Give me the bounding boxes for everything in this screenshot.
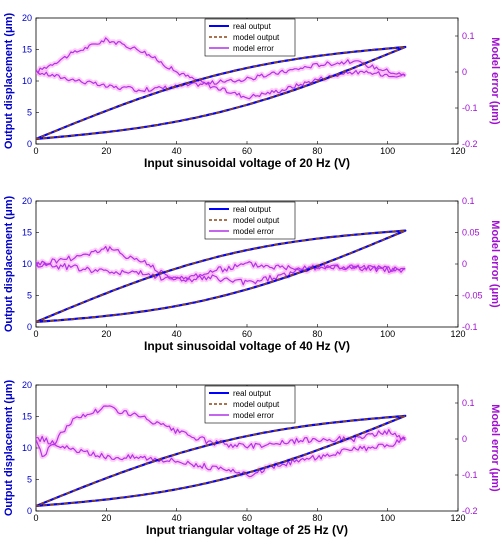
y-tick-label: 10	[22, 76, 32, 86]
x-tick-label: 40	[172, 146, 182, 156]
x-tick-label: 100	[380, 329, 395, 339]
y-right-tick-label: -0.1	[462, 470, 478, 480]
y-tick-label: 0	[27, 506, 32, 516]
y-axis-label: Output displacement (μm)	[3, 13, 15, 150]
y-axis-label: Output displacement (μm)	[3, 380, 15, 517]
y-right-tick-label: 0	[462, 259, 467, 269]
y-tick-label: 20	[22, 380, 32, 390]
series-model-error-upper	[36, 37, 406, 100]
x-tick-label: 20	[101, 513, 111, 523]
y-right-tick-label: -0.2	[462, 139, 478, 149]
y-right-axis-label: Model error (μm)	[489, 220, 501, 308]
y-right-tick-label: 0	[462, 67, 467, 77]
legend-real-output-label: real output	[233, 205, 272, 214]
legend-model-error-label: model error	[233, 227, 274, 236]
plot-content	[36, 229, 407, 324]
y-tick-label: 10	[22, 443, 32, 453]
series-model-error-upper	[36, 405, 406, 458]
x-tick-label: 20	[101, 329, 111, 339]
y-right-tick-label: -0.1	[462, 322, 478, 332]
y-right-tick-label: 0	[462, 434, 467, 444]
y-tick-label: 10	[22, 259, 32, 269]
chart-panel-1: 0 20 40 60 80 100 120 0 5 10 15 20 -0.2 -0.1 0 0.1 Input…	[3, 13, 501, 170]
y-axis-label: Output displacement (μm)	[3, 196, 15, 333]
x-tick-label: 80	[312, 329, 322, 339]
series-model-error-upper	[36, 245, 406, 286]
x-tick-label: 20	[101, 146, 111, 156]
x-tick-label: 60	[242, 329, 252, 339]
y-tick-label: 5	[27, 475, 32, 485]
y-right-tick-label: -0.1	[462, 103, 478, 113]
x-axis-label: Input sinusoidal voltage of 20 Hz (V)	[144, 156, 350, 170]
series-model-output	[36, 46, 406, 140]
y-right-tick-label: 0.1	[462, 196, 475, 206]
x-tick-label: 0	[33, 513, 38, 523]
x-tick-label: 120	[450, 513, 465, 523]
x-tick-label: 100	[380, 513, 395, 523]
y-right-tick-label: 0.05	[462, 228, 480, 238]
series-model-error-lower	[36, 59, 406, 93]
y-right-tick-label: 0.1	[462, 31, 475, 41]
y-tick-label: 0	[27, 139, 32, 149]
x-tick-label: 60	[242, 146, 252, 156]
y-right-tick-label: -0.2	[462, 506, 478, 516]
x-tick-label: 40	[172, 513, 182, 523]
legend-model-error-label: model error	[233, 44, 274, 53]
series-model-error-lower	[36, 435, 406, 478]
legend: real output model output model error	[204, 201, 296, 240]
legend-model-output-label: model output	[233, 216, 280, 225]
x-axis-label: Input sinusoidal voltage of 40 Hz (V)	[144, 339, 350, 353]
y-right-tick-label: 0.1	[462, 398, 475, 408]
legend-model-error-label: model error	[233, 411, 274, 420]
y-tick-label: 0	[27, 322, 32, 332]
plot-content	[36, 35, 408, 141]
y-tick-label: 5	[27, 291, 32, 301]
legend-model-output-label: model output	[233, 400, 280, 409]
y-tick-label: 5	[27, 108, 32, 118]
series-model-error-lower	[36, 261, 406, 281]
x-tick-label: 0	[33, 329, 38, 339]
legend: real output model output model error	[204, 385, 296, 424]
y-tick-label: 15	[22, 45, 32, 55]
y-right-tick-label: -0.05	[462, 291, 483, 301]
series-model-output	[36, 229, 406, 323]
y-tick-label: 20	[22, 13, 32, 23]
y-tick-label: 15	[22, 412, 32, 422]
legend: real output model output model error	[204, 18, 296, 57]
series-model-output	[36, 415, 406, 507]
x-tick-label: 120	[450, 329, 465, 339]
plot-content	[36, 403, 408, 508]
y-tick-label: 20	[22, 196, 32, 206]
y-right-axis-label: Model error (μm)	[489, 37, 501, 125]
chart-panel-2: 0 20 40 60 80 100 120 0 5 10 15 20 -0.1 -0.05 0 0.05 0.1…	[3, 196, 501, 353]
x-tick-label: 120	[450, 146, 465, 156]
chart-panel-3: 0 20 40 60 80 100 120 0 5 10 15 20 -0.2 -0.1 0 0.1 Input…	[3, 380, 501, 537]
x-tick-label: 80	[312, 146, 322, 156]
x-tick-label: 0	[33, 146, 38, 156]
legend-model-output-label: model output	[233, 33, 280, 42]
x-tick-label: 60	[242, 513, 252, 523]
legend-real-output-label: real output	[233, 22, 272, 31]
legend-real-output-label: real output	[233, 389, 272, 398]
x-tick-label: 80	[312, 513, 322, 523]
x-tick-label: 40	[172, 329, 182, 339]
x-axis-label: Input triangular voltage of 25 Hz (V)	[146, 523, 348, 537]
y-tick-label: 15	[22, 228, 32, 238]
y-right-axis-label: Model error (μm)	[489, 404, 501, 492]
x-tick-label: 100	[380, 146, 395, 156]
